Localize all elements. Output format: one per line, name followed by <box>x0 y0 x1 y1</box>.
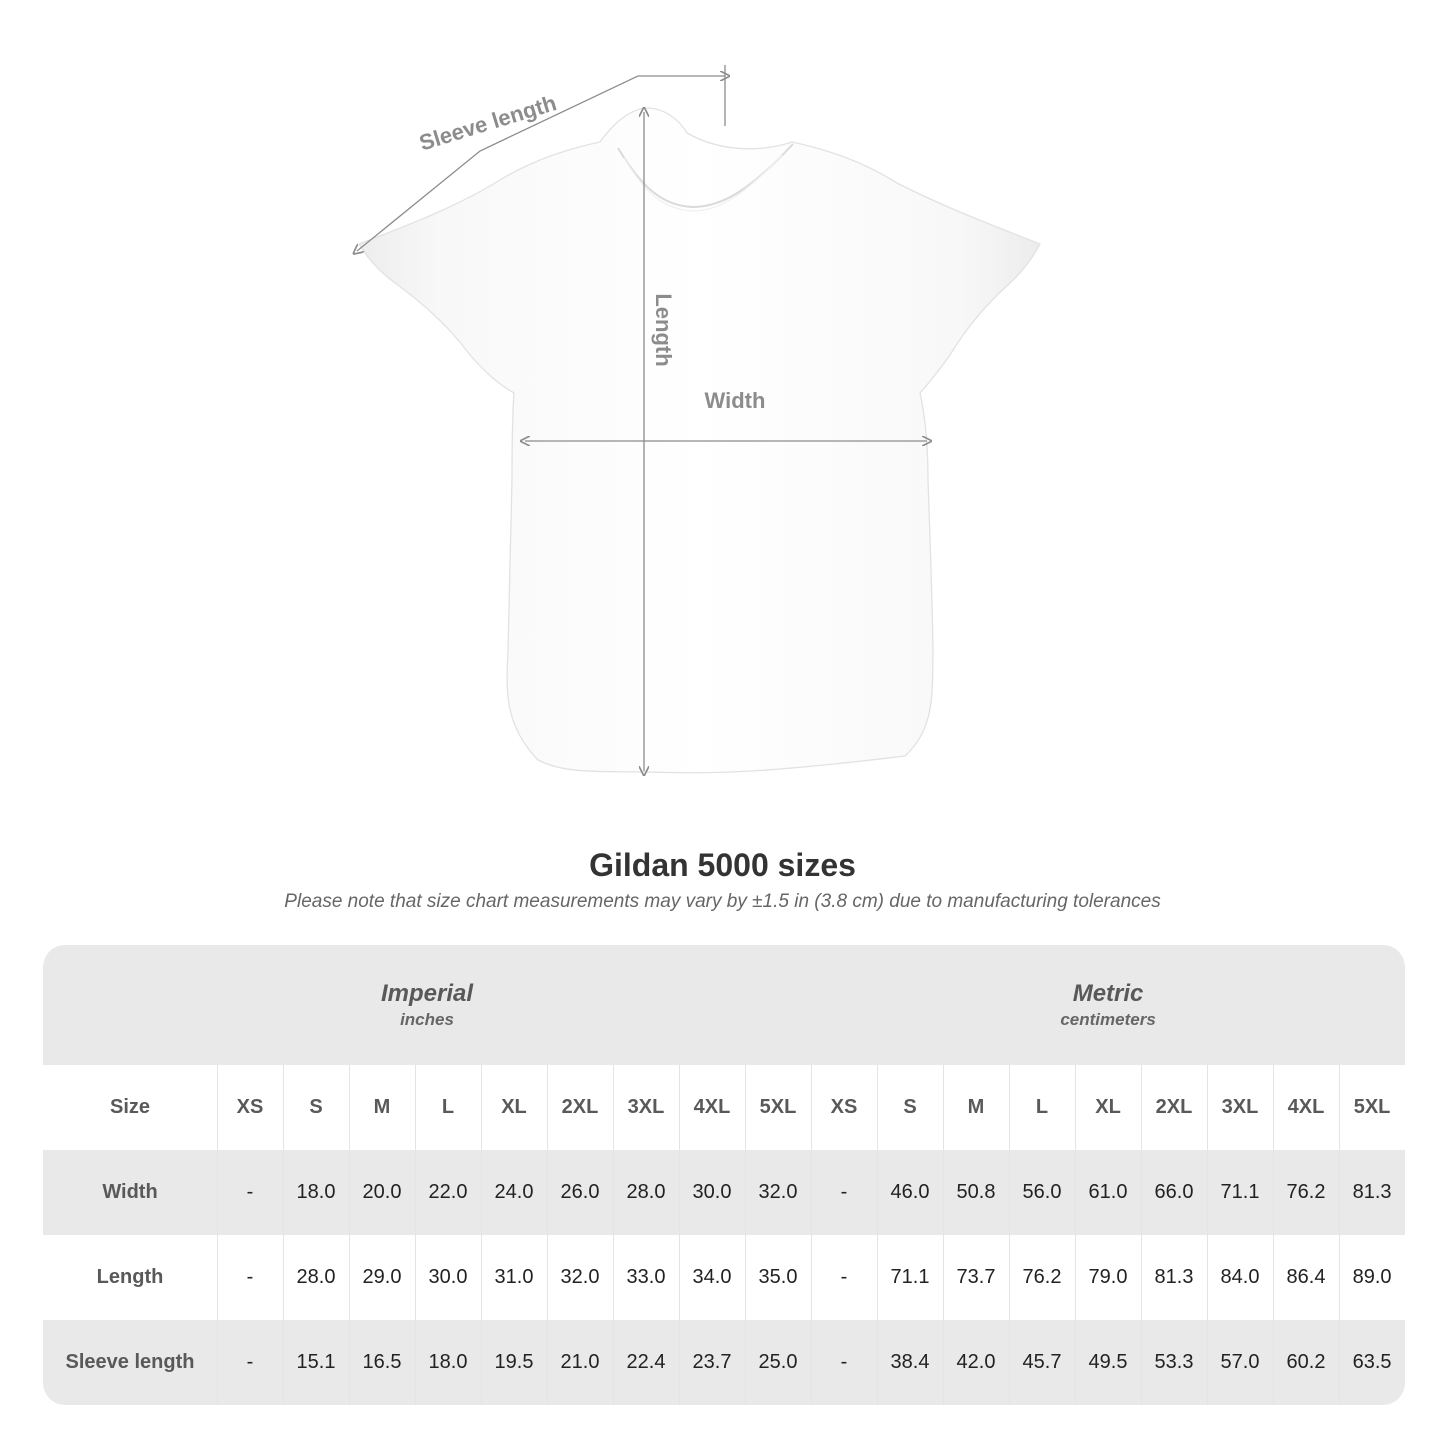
svg-text:Length: Length <box>651 293 676 366</box>
svg-text:Width: Width <box>705 388 766 413</box>
